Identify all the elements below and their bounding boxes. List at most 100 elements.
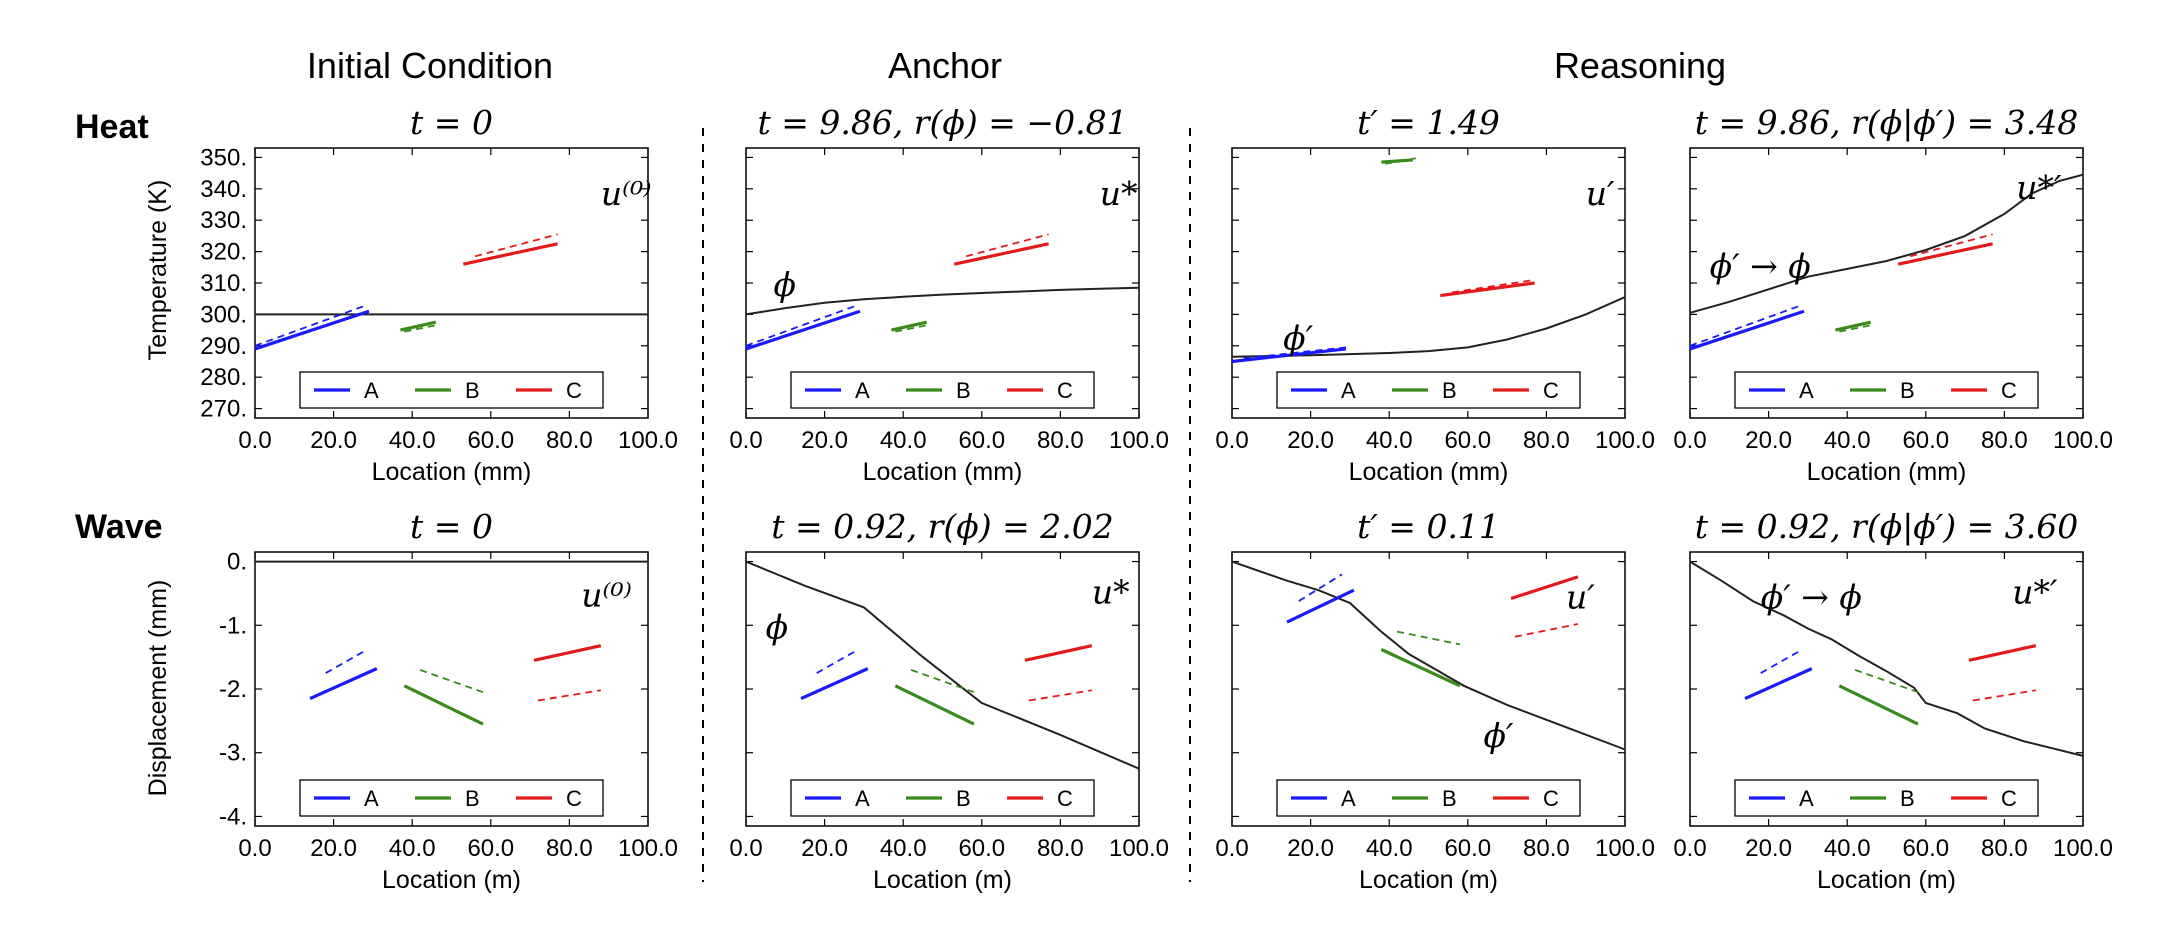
segment-C-dashed [474,233,558,258]
segment-C-dashed [1028,689,1092,702]
segment-C-solid [1024,644,1093,662]
segment-A-dashed [1689,304,1803,347]
segment-A-dashed [1760,649,1801,674]
x-axis-label: Location (mm) [863,458,1023,486]
y-tick-label: 290. [200,333,247,360]
x-tick-label: 60.0 [1902,427,1949,454]
segment-A-solid [1286,588,1355,624]
x-tick-label: 80.0 [1981,835,2028,862]
legend-label-C: C [1057,786,1073,811]
panel-title: t = 0.92, r(ϕ) = 2.02 [771,507,1113,546]
x-tick-label: 0.0 [1673,427,1706,454]
heat-y-axis-label: Temperature (K) [144,180,172,361]
x-tick-label: 40.0 [1824,835,1871,862]
chart-panel-1-3: t = 0.92, r(ϕ|ϕ′) = 3.60 0.0 20.0 40.0 60.0 8… [1673,507,2113,894]
x-tick-label: 100.0 [1109,835,1169,862]
annotation: ϕ′ → ϕ [1710,246,1811,285]
solution-curve [745,560,1140,770]
x-tick-label: 60.0 [1444,427,1491,454]
x-tick-label: 20.0 [801,427,848,454]
x-tick-label: 40.0 [389,427,436,454]
x-tick-label: 60.0 [958,835,1005,862]
x-tick-label: 60.0 [1444,835,1491,862]
legend-box [299,779,604,817]
x-tick-label: 20.0 [1745,835,1792,862]
segment-B-dashed [404,323,440,333]
segment-A-solid [1744,667,1813,701]
segment-B-solid [1380,648,1461,688]
segment-C-dashed [965,233,1049,258]
legend-label-B: B [1442,786,1457,811]
chart-panel-1-2: t′ = 0.11 0.0 20.0 40.0 60.0 80.0 100.0 Locatio… [1215,507,1655,894]
annotation: u* [1100,174,1138,213]
x-tick-label: 100.0 [2053,835,2113,862]
panel-title: t′ = 1.49 [1357,103,1500,142]
x-tick-label: 20.0 [801,835,848,862]
chart-panel-1-0: t = 0 0.0 20.0 40.0 60.0 80.0 100.0 0. -1. -2. -3.… [219,507,678,894]
segment-A-dashed [254,304,368,347]
legend-label-B: B [956,786,971,811]
segment-A-solid [1231,347,1347,364]
chart-panel-1-1: t = 0.92, r(ϕ) = 2.02 0.0 20.0 40.0 60.0 80.0… [729,507,1169,894]
segment-B-dashed [1385,157,1417,165]
y-tick-label: 300. [200,301,247,328]
chart-panel-0-0: t = 0 0.0 20.0 40.0 60.0 80.0 100.0 350. 340. 330… [200,103,678,486]
y-tick-label: 310. [200,270,247,297]
segment-C-dashed [1909,233,1993,258]
segment-B-solid [894,684,975,726]
segment-B-dashed [1839,323,1875,333]
x-axis-label: Location (mm) [1349,458,1509,486]
x-tick-label: 0.0 [729,427,762,454]
x-tick-label: 60.0 [467,835,514,862]
annotation: u′ [1586,174,1615,213]
x-tick-label: 40.0 [389,835,436,862]
x-tick-label: 80.0 [1037,835,1084,862]
x-tick-label: 60.0 [1902,835,1949,862]
x-tick-label: 20.0 [1287,835,1334,862]
segment-A-dashed [1298,573,1343,602]
annotation: ϕ′ [1484,716,1514,755]
segment-A-solid [309,667,378,701]
solution-curve [1231,296,1626,358]
annotation: ϕ [766,607,789,646]
x-tick-label: 20.0 [310,427,357,454]
segment-A-solid [800,667,869,701]
panel-title: t = 0 [410,507,493,546]
solution-curve [1689,173,2084,314]
panel-title: t = 9.86, r(ϕ) = −0.81 [757,103,1127,142]
segment-C-dashed [1972,689,2036,702]
x-axis-label: Location (m) [873,866,1012,894]
x-tick-label: 60.0 [958,427,1005,454]
legend-label-C: C [566,786,582,811]
annotation: ϕ′ [1283,319,1313,358]
legend-label-C: C [1057,378,1073,403]
x-tick-label: 80.0 [546,427,593,454]
x-tick-label: 80.0 [1523,427,1570,454]
y-tick-label: -1. [219,612,247,639]
y-tick-label: 330. [200,207,247,234]
legend-label-C: C [2001,378,2017,403]
x-tick-label: 20.0 [1745,427,1792,454]
segment-C-solid [1968,644,2037,662]
y-tick-label: 0. [227,549,247,576]
x-tick-label: 80.0 [1523,835,1570,862]
panel-title: t = 9.86, r(ϕ|ϕ′) = 3.48 [1695,103,2079,142]
legend-box [299,371,604,409]
x-tick-label: 0.0 [1215,835,1248,862]
y-tick-label: 340. [200,176,247,203]
segment-C-solid [462,242,558,266]
legend-label-A: A [855,786,870,811]
x-tick-label: 0.0 [238,835,271,862]
x-axis-label: Location (m) [1817,866,1956,894]
chart-panel-0-3: t = 9.86, r(ϕ|ϕ′) = 3.48 0.0 20.0 40.0 60.0 8… [1673,103,2113,486]
segment-C-solid [533,644,602,662]
annotation: u* [1092,572,1130,611]
annotation: u′ [1566,578,1595,617]
legend-label-A: A [855,378,870,403]
x-tick-label: 100.0 [1595,427,1655,454]
legend-label-A: A [1341,786,1356,811]
segment-A-dashed [325,649,366,674]
x-tick-label: 100.0 [1595,835,1655,862]
x-tick-label: 40.0 [1366,427,1413,454]
